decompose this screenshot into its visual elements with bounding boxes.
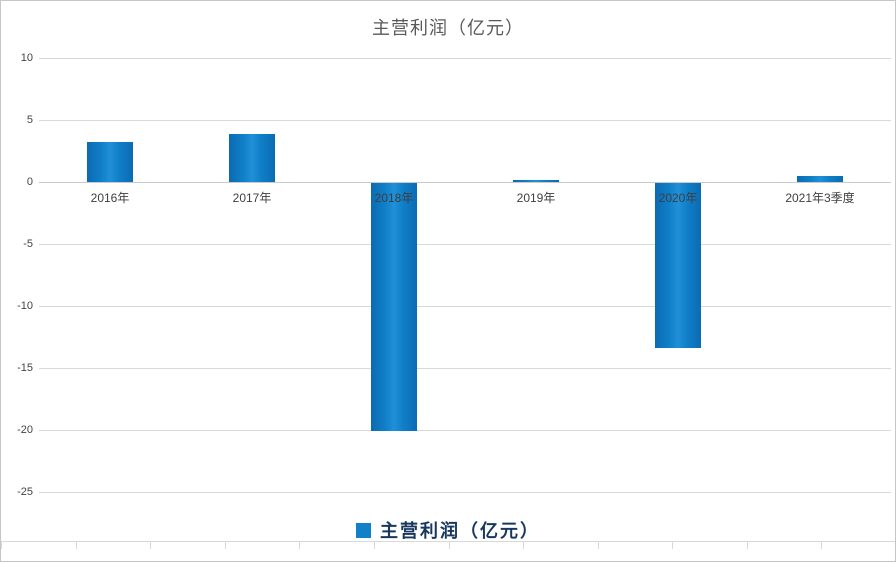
axis-tick xyxy=(821,542,822,549)
axis-tick xyxy=(598,542,599,549)
gridline xyxy=(39,430,891,431)
axis-tick xyxy=(449,542,450,549)
legend[interactable]: 主营利润（亿元） xyxy=(1,517,895,543)
axis-tick xyxy=(1,542,2,549)
bar-2016年[interactable] xyxy=(87,142,133,182)
bar-2018年[interactable] xyxy=(371,183,417,431)
y-axis-label: 10 xyxy=(20,52,33,64)
category-label: 2016年 xyxy=(90,191,130,205)
category-label: 2021年3季度 xyxy=(785,191,855,205)
gridline xyxy=(39,182,891,183)
chart-title: 主营利润（亿元） xyxy=(372,18,524,38)
gridline xyxy=(39,306,891,307)
legend-swatch-icon xyxy=(356,522,371,538)
y-axis-label: 0 xyxy=(26,176,33,188)
axis-tick xyxy=(523,542,524,549)
axis-tick xyxy=(374,542,375,549)
gridline xyxy=(39,492,891,493)
bottom-axis xyxy=(1,541,895,550)
y-axis-label: -20 xyxy=(17,424,33,436)
y-axis-label: -5 xyxy=(23,238,33,250)
gridline xyxy=(39,120,891,121)
gridline xyxy=(39,244,891,245)
axis-tick xyxy=(672,542,673,549)
axis-tick xyxy=(747,542,748,549)
category-label: 2018年 xyxy=(374,191,414,205)
legend-label: 主营利润（亿元） xyxy=(380,521,540,541)
y-axis-label: 5 xyxy=(26,114,33,126)
gridline xyxy=(39,368,891,369)
y-axis-label: -15 xyxy=(17,362,33,374)
bar-2021年3季度[interactable] xyxy=(797,175,843,182)
axis-tick xyxy=(299,542,300,549)
y-axis-label: -25 xyxy=(17,486,33,498)
bar-2019年[interactable] xyxy=(513,180,559,182)
y-axis-label: -10 xyxy=(17,300,33,312)
axis-tick xyxy=(76,542,77,549)
gridline xyxy=(39,58,891,59)
axis-tick xyxy=(150,542,151,549)
category-label: 2020年 xyxy=(658,191,698,205)
category-label: 2019年 xyxy=(516,191,556,205)
category-label: 2017年 xyxy=(232,191,272,205)
axis-tick xyxy=(225,542,226,549)
bar-2020年[interactable] xyxy=(655,183,701,348)
bar-2017年[interactable] xyxy=(229,133,275,182)
